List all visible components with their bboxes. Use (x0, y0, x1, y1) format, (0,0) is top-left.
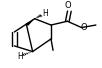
Text: O: O (81, 23, 87, 32)
Text: H: H (18, 52, 23, 61)
Text: H: H (42, 9, 48, 18)
Polygon shape (25, 19, 35, 26)
Text: O: O (64, 1, 71, 10)
